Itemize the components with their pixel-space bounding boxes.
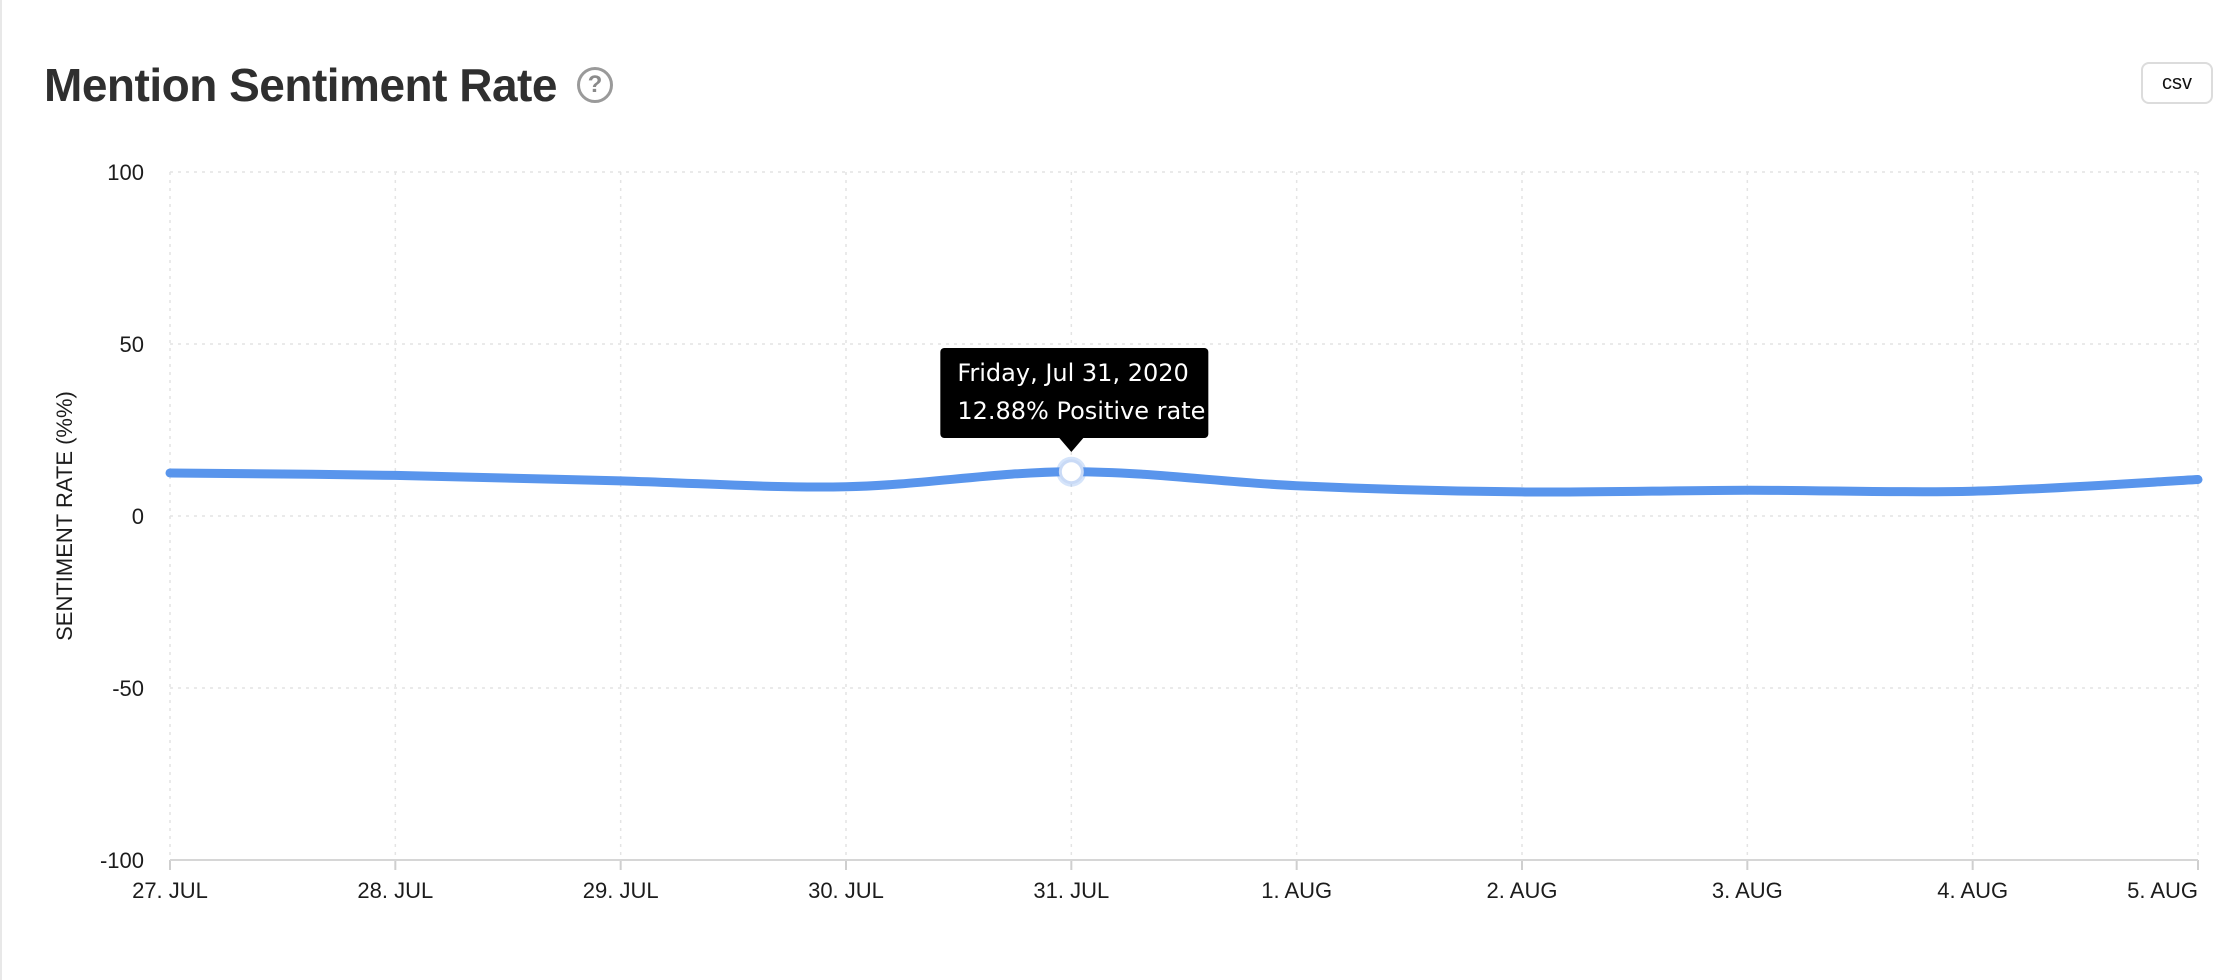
y-tick-label: -50 [112, 676, 144, 701]
grid [169, 171, 2199, 860]
chart-header: Mention Sentiment Rate ? [44, 58, 613, 112]
x-tick-label: 2. AUG [1487, 878, 1558, 903]
help-icon[interactable]: ? [576, 67, 613, 103]
tooltip: Friday, Jul 31, 2020 12.88% Positive rate [940, 348, 1209, 487]
axes: 100 50 0 -50 -100 27. JUL 28. JUL 29. JUL 30. JU… [52, 160, 2199, 903]
y-tick-label: 50 [120, 332, 144, 357]
x-tick-label: 28. JUL [357, 878, 433, 903]
x-tick-label: 3. AUG [1712, 878, 1783, 903]
csv-export-button[interactable]: csv [2141, 62, 2213, 104]
series-layer [165, 467, 2203, 497]
x-tick-label: 27. JUL [132, 878, 208, 903]
x-tick-label: 5. AUG [2127, 878, 2198, 903]
y-tick-label: 100 [107, 160, 144, 185]
page-title: Mention Sentiment Rate [44, 59, 557, 111]
x-tick-label: 29. JUL [583, 878, 659, 903]
tooltip-value: 12.88% Positive rate [957, 397, 1205, 425]
tooltip-date: Friday, Jul 31, 2020 [957, 359, 1188, 387]
y-tick-label: -100 [100, 848, 144, 873]
x-tick-label: 30. JUL [808, 878, 884, 903]
x-tick-label: 1. AUG [1261, 878, 1332, 903]
tooltip-pointer [1059, 438, 1084, 452]
x-tick-label: 31. JUL [1033, 878, 1109, 903]
series-line [165, 467, 2203, 497]
x-tick-label: 4. AUG [1937, 878, 2008, 903]
y-axis-label: SENTIMENT RATE (%%) [52, 391, 77, 641]
hover-point [1058, 459, 1084, 485]
tooltip-box [940, 348, 1209, 438]
y-tick-label: 0 [132, 504, 144, 529]
